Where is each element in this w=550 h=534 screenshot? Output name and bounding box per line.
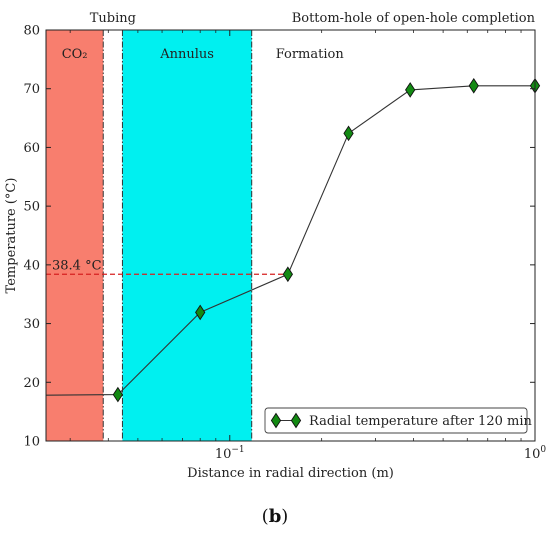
x-tick-label: 10−1 (215, 445, 245, 462)
y-tick-label: 60 (23, 141, 40, 156)
region-label-co2: CO₂ (62, 47, 88, 62)
legend-marker (290, 412, 302, 429)
y-tick-label: 70 (23, 82, 40, 97)
y-axis-label: Temperature (°C) (4, 178, 19, 294)
series-0-line (45, 85, 535, 396)
region-1-fill (122, 30, 252, 441)
y-tick-label: 50 (23, 200, 40, 215)
x-tick-label: 100 (524, 445, 547, 462)
legend-marker (270, 412, 282, 429)
y-tick-label: 20 (23, 376, 40, 391)
label-tubing: Tubing (90, 11, 136, 26)
y-tick-label: 10 (23, 435, 40, 450)
region-0-fill (46, 30, 104, 441)
annotation-text: 38.4 °C (52, 258, 102, 273)
label-completion: Bottom-hole of open-hole completion (292, 11, 536, 26)
y-tick-label: 30 (23, 317, 40, 332)
data-point (195, 304, 206, 321)
data-point (112, 386, 124, 403)
data-point (405, 82, 416, 98)
legend-box (264, 407, 528, 434)
legend-label: Radial temperature after 120 min (309, 414, 532, 429)
region-label-annulus: Annulus (159, 47, 214, 62)
y-tick-label: 80 (23, 24, 40, 39)
figure-caption: (b) (261, 506, 289, 527)
data-point (468, 77, 479, 94)
caption-letter: b (268, 506, 282, 527)
y-tick-label: 40 (23, 258, 40, 273)
data-point (343, 125, 354, 142)
x-axis-label: Distance in radial direction (m) (187, 466, 394, 481)
plot-frame (45, 29, 536, 442)
data-point (282, 266, 294, 283)
region-label-formation: Formation (276, 47, 345, 62)
temperature-chart: CO₂ Annulus Formation Tubing Bottom-hole of … (4, 11, 547, 481)
